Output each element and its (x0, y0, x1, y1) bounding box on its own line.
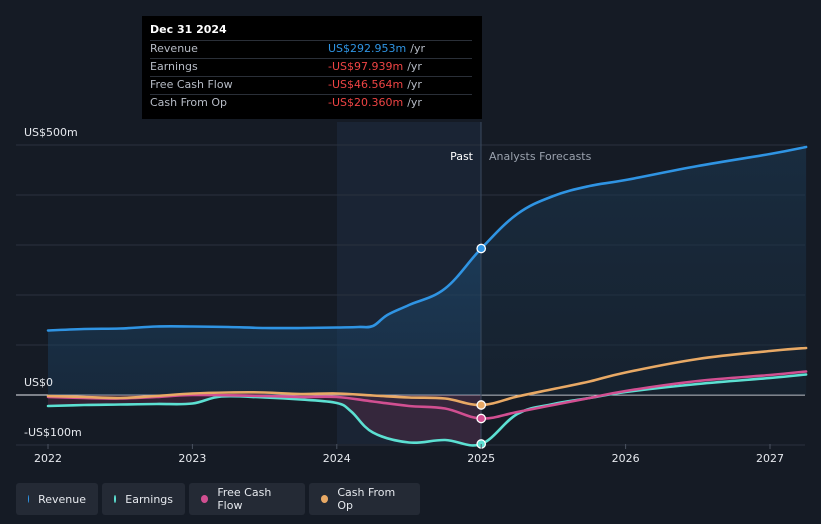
legend-dot-icon (28, 495, 30, 503)
x-tick-label: 2024 (323, 452, 351, 465)
tooltip-row-free-cash-flow: Free Cash Flow -US$46.564m /yr (150, 76, 472, 94)
tooltip-row-name: Cash From Op (150, 96, 228, 109)
tooltip-row-cash-from-op: Cash From Op -US$20.360m /yr (150, 94, 472, 112)
tooltip-row-value: -US$46.564m (328, 78, 404, 91)
revenue-area-past (48, 248, 482, 395)
tooltip-row-value: -US$97.939m (328, 60, 404, 73)
revenue-area-forecast (481, 147, 807, 395)
past-label: Past (450, 150, 474, 163)
series-fills (48, 147, 807, 446)
revenue-marker (476, 243, 487, 254)
legend: Revenue Earnings Free Cash Flow Cash Fro… (16, 483, 420, 515)
legend-dot-icon (321, 495, 329, 503)
y-label-top: US$500m (24, 126, 78, 139)
tooltip-row-value: -US$20.360m (328, 96, 404, 109)
tooltip-row-unit: /yr (407, 60, 422, 73)
tooltip: Dec 31 2024 Revenue US$292.953m /yr Earn… (142, 16, 482, 119)
legend-item-free-cash-flow[interactable]: Free Cash Flow (189, 483, 305, 515)
tooltip-row-name: Free Cash Flow (150, 78, 233, 91)
earnings-area (48, 395, 482, 446)
y-label-bottom: -US$100m (24, 426, 82, 439)
series-lines (46, 145, 808, 447)
legend-label: Free Cash Flow (217, 486, 272, 512)
cash-from-op-line (46, 346, 808, 407)
tooltip-row-name: Earnings (150, 60, 198, 73)
tooltip-date: Dec 31 2024 (150, 23, 227, 36)
tooltip-row-earnings: Earnings -US$97.939m /yr (150, 58, 472, 76)
x-tick-label: 2026 (612, 452, 640, 465)
tooltip-row-unit: /yr (410, 42, 425, 55)
legend-dot-icon (201, 495, 209, 503)
free-cash-flow-marker (476, 413, 487, 424)
legend-item-revenue[interactable]: Revenue (16, 483, 98, 515)
y-label-zero: US$0 (24, 376, 53, 389)
highlight-markers (476, 243, 487, 449)
forecast-label: Analysts Forecasts (489, 150, 592, 163)
revenue-line (46, 145, 808, 332)
x-tick-label: 2025 (467, 452, 495, 465)
legend-item-cash-from-op[interactable]: Cash From Op (309, 483, 420, 515)
x-axis-ticks: 2022 2023 2024 2025 2026 2027 (34, 444, 784, 465)
x-tick-label: 2023 (178, 452, 206, 465)
legend-dot-icon (114, 495, 117, 503)
tooltip-row-unit: /yr (407, 78, 422, 91)
tooltip-row-name: Revenue (150, 42, 198, 55)
tooltip-row-revenue: Revenue US$292.953m /yr (150, 40, 472, 58)
tooltip-row-value: US$292.953m (328, 42, 407, 55)
x-tick-label: 2022 (34, 452, 62, 465)
legend-label: Cash From Op (337, 486, 396, 512)
x-tick-label: 2027 (756, 452, 784, 465)
tooltip-row-unit: /yr (407, 96, 422, 109)
legend-label: Revenue (38, 492, 86, 506)
legend-item-earnings[interactable]: Earnings (102, 483, 185, 515)
cash-from-op-marker (476, 400, 487, 410)
legend-label: Earnings (125, 492, 173, 506)
